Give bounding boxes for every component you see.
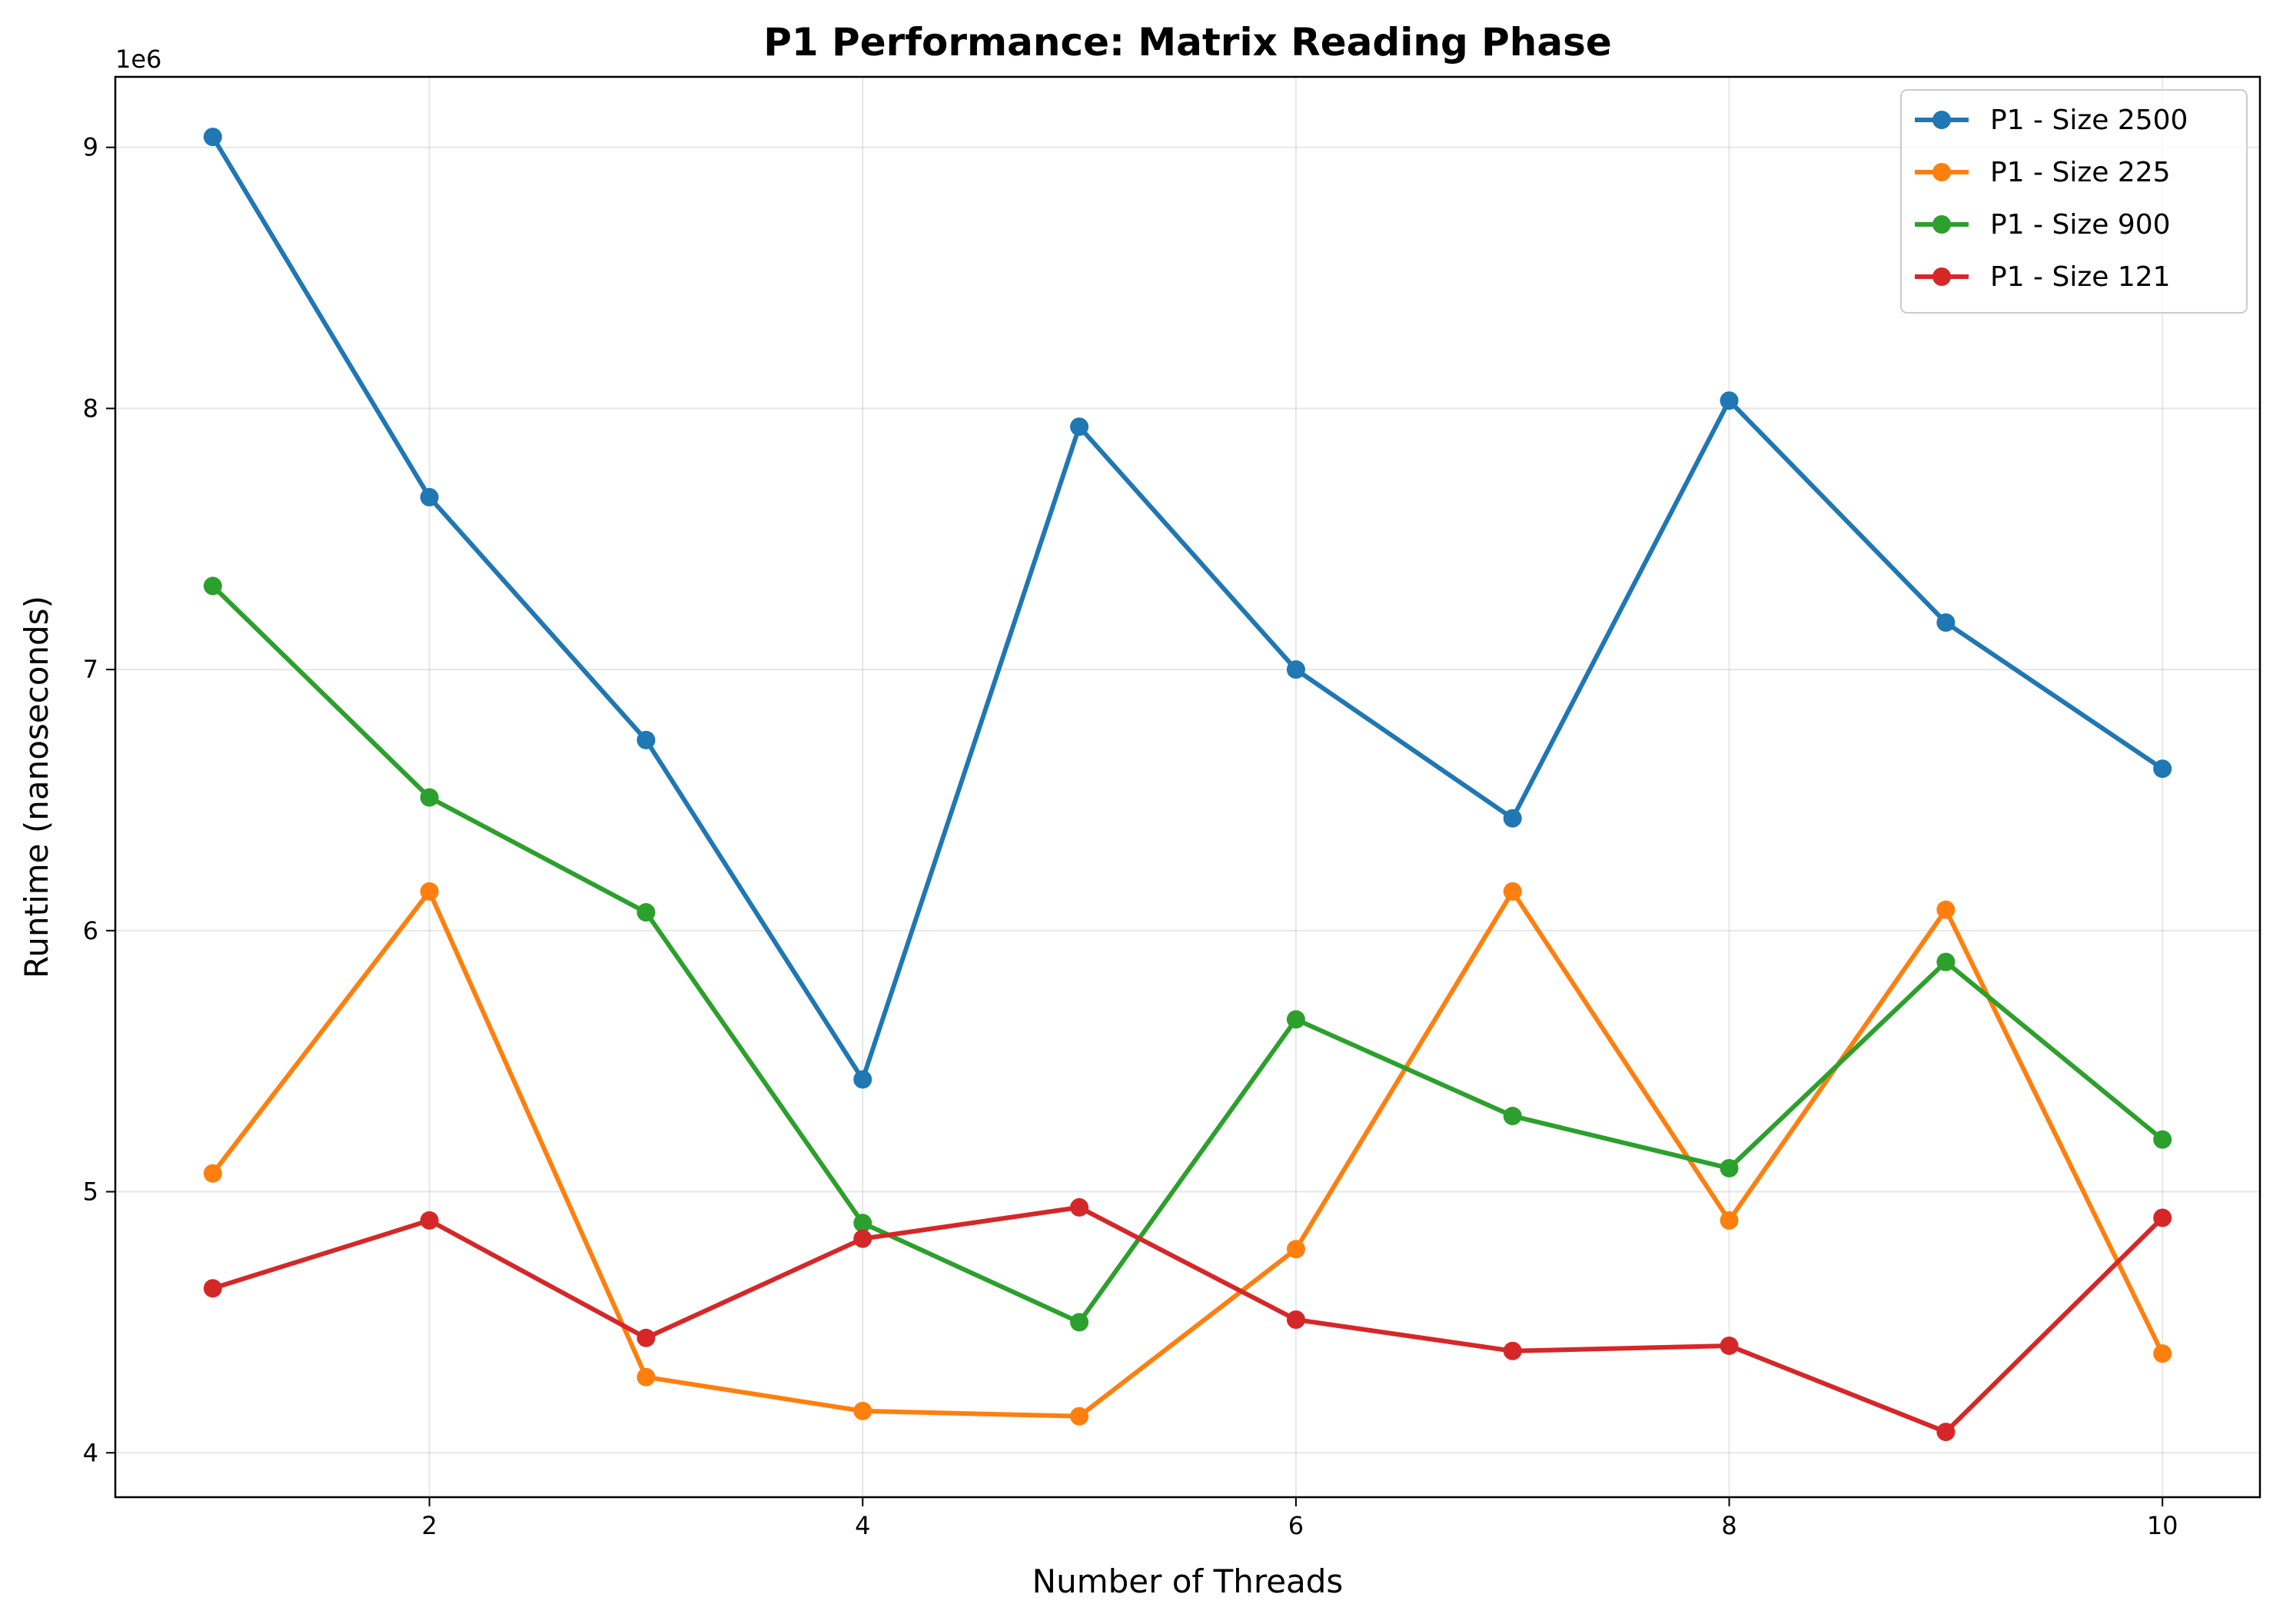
data-point (1936, 613, 1956, 632)
series-line (210, 1204, 2165, 1435)
legend-marker (1932, 215, 1951, 234)
data-point (420, 882, 439, 901)
data-point (1503, 882, 1522, 901)
x-axis-label: Number of Threads (1032, 1563, 1344, 1600)
y-tick-label: 5 (83, 1177, 98, 1207)
x-tick-label: 6 (1288, 1511, 1304, 1540)
data-point (853, 1229, 872, 1248)
legend-entry: P1 - Size 900 (1915, 209, 2171, 241)
series-4 (203, 1197, 2172, 1442)
data-point (853, 1401, 872, 1420)
data-point (1286, 1010, 1305, 1029)
legend-label: P1 - Size 2500 (1990, 105, 2188, 136)
data-point (203, 128, 222, 147)
y-offset-label: 1e6 (115, 45, 161, 74)
y-tick-label: 7 (83, 655, 98, 684)
data-point (1070, 1197, 1089, 1217)
series-line (210, 583, 2165, 1325)
data-point (1503, 809, 1522, 828)
data-point (1936, 900, 1956, 919)
data-point (420, 788, 439, 807)
data-point (636, 730, 656, 749)
y-tick-label: 9 (83, 133, 98, 162)
legend-entry: P1 - Size 121 (1915, 261, 2171, 293)
series-1 (203, 128, 2172, 1089)
data-point (1720, 391, 1739, 410)
x-tick-label: 10 (2147, 1511, 2178, 1540)
series-line (210, 135, 2165, 1082)
x-tick-label: 4 (855, 1511, 870, 1540)
data-point (420, 1211, 439, 1230)
data-point (2153, 759, 2172, 779)
data-point (1286, 1240, 1305, 1259)
y-tick-label: 4 (83, 1438, 98, 1467)
data-point (636, 1367, 656, 1387)
legend-label: P1 - Size 121 (1990, 261, 2171, 293)
chart-title: P1 Performance: Matrix Reading Phase (763, 20, 1612, 65)
x-tick-label: 2 (421, 1511, 437, 1540)
data-point (1936, 1423, 1956, 1442)
series-3 (203, 576, 2172, 1332)
data-point (203, 1164, 222, 1183)
data-point (1286, 1310, 1305, 1329)
data-point (1503, 1107, 1522, 1126)
legend: P1 - Size 2500 P1 - Size 225 P1 - Size 900… (1900, 89, 2248, 314)
series-layer (203, 128, 2172, 1442)
plot-frame (114, 75, 2261, 1499)
legend-marker (1932, 267, 1951, 286)
data-point (420, 487, 439, 506)
data-point (1936, 952, 1956, 971)
data-point (636, 1328, 656, 1347)
axes-ticks: 2 4 6 8 10 4 5 6 7 8 9 (83, 133, 2178, 1540)
data-point (1070, 1313, 1089, 1332)
data-point (1286, 660, 1305, 679)
data-point (636, 903, 656, 922)
data-point (2153, 1208, 2172, 1227)
data-point (203, 1279, 222, 1298)
legend-label: P1 - Size 225 (1990, 157, 2171, 188)
y-axis-label: Runtime (nanoseconds) (18, 596, 55, 978)
legend-box (1900, 89, 2248, 314)
data-point (1070, 1406, 1089, 1426)
x-tick-label: 8 (1721, 1511, 1736, 1540)
y-tick-label: 6 (83, 916, 98, 945)
legend-label: P1 - Size 900 (1990, 209, 2171, 241)
legend-marker (1932, 163, 1951, 181)
legend-entry: P1 - Size 225 (1915, 157, 2171, 188)
data-point (203, 576, 222, 596)
data-point (2153, 1130, 2172, 1149)
data-point (2153, 1344, 2172, 1363)
data-point (1720, 1211, 1739, 1230)
data-point (1070, 417, 1089, 437)
y-tick-label: 8 (83, 394, 98, 423)
data-point (853, 1214, 872, 1233)
legend-marker (1932, 111, 1951, 129)
data-point (1503, 1341, 1522, 1360)
data-point (1720, 1158, 1739, 1177)
legend-entry: P1 - Size 2500 (1915, 105, 2188, 136)
data-point (853, 1070, 872, 1089)
data-point (1720, 1336, 1739, 1355)
